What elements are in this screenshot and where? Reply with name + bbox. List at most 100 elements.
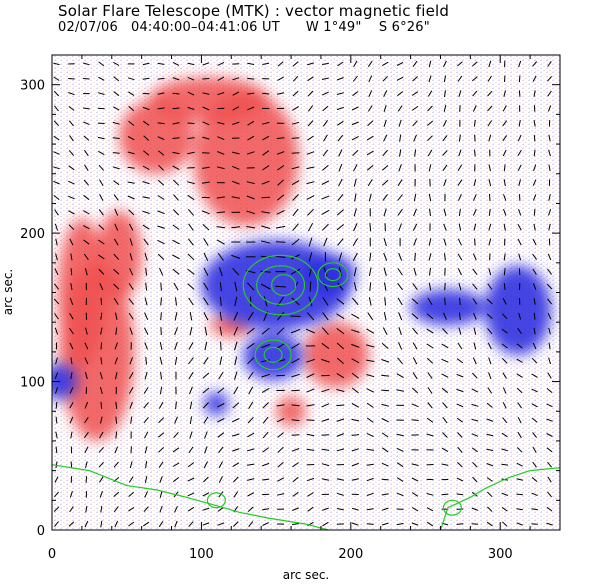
field-vector bbox=[260, 283, 271, 290]
field-vector bbox=[381, 493, 389, 496]
field-vector bbox=[291, 152, 300, 154]
field-vector bbox=[351, 448, 359, 452]
field-vector bbox=[112, 137, 120, 139]
field-vector bbox=[142, 196, 150, 199]
field-vector bbox=[457, 342, 463, 350]
field-vector bbox=[220, 341, 222, 351]
field-vector bbox=[322, 312, 329, 321]
field-vector bbox=[113, 238, 119, 246]
field-vector bbox=[367, 312, 374, 321]
field-vector bbox=[351, 434, 360, 436]
field-vector bbox=[113, 461, 119, 468]
field-vector bbox=[129, 357, 133, 365]
field-vector bbox=[396, 61, 404, 66]
field-vector bbox=[396, 373, 404, 379]
field-vector bbox=[233, 326, 239, 336]
field-vector bbox=[532, 253, 538, 260]
field-vector bbox=[307, 135, 314, 141]
field-vector bbox=[366, 150, 374, 156]
field-vector bbox=[144, 431, 149, 439]
field-vector bbox=[217, 417, 225, 423]
field-vector bbox=[336, 389, 345, 392]
field-vector bbox=[83, 62, 90, 66]
field-vector bbox=[202, 136, 210, 140]
field-vector bbox=[292, 523, 300, 525]
field-vector bbox=[175, 297, 177, 306]
field-vector bbox=[503, 164, 506, 172]
field-vector bbox=[533, 164, 537, 172]
field-vector bbox=[411, 492, 419, 497]
field-vector bbox=[547, 61, 552, 67]
field-vector bbox=[261, 211, 270, 214]
field-vector bbox=[99, 491, 103, 498]
field-vector bbox=[159, 490, 163, 498]
negative-region-1 bbox=[301, 253, 356, 296]
field-vector bbox=[99, 431, 104, 439]
field-vector bbox=[337, 61, 344, 67]
field-vector bbox=[426, 433, 434, 437]
field-vector bbox=[53, 90, 60, 97]
field-vector bbox=[412, 357, 418, 365]
field-vector bbox=[502, 521, 508, 527]
field-vector bbox=[70, 357, 73, 365]
field-vector bbox=[277, 432, 284, 438]
field-vector bbox=[337, 193, 344, 202]
field-vector bbox=[351, 329, 360, 333]
field-vector bbox=[85, 461, 88, 469]
field-vector bbox=[187, 62, 195, 66]
field-vector bbox=[307, 492, 314, 497]
field-vector bbox=[383, 208, 387, 217]
field-vector bbox=[247, 135, 255, 141]
field-vector bbox=[366, 359, 375, 362]
field-vector bbox=[501, 432, 508, 438]
field-vector bbox=[472, 476, 478, 483]
field-vector bbox=[383, 134, 388, 142]
field-vector bbox=[276, 493, 285, 496]
field-vector bbox=[321, 358, 330, 363]
field-vector bbox=[412, 372, 418, 380]
field-vector bbox=[517, 164, 522, 172]
field-vector bbox=[351, 387, 359, 394]
field-vector bbox=[172, 462, 180, 467]
field-vector bbox=[531, 508, 538, 511]
field-vector bbox=[100, 297, 103, 306]
field-vector bbox=[70, 253, 73, 261]
field-vector bbox=[518, 90, 521, 97]
field-vector bbox=[321, 91, 329, 96]
field-vector bbox=[472, 298, 478, 305]
field-vector bbox=[276, 404, 285, 407]
field-vector bbox=[54, 327, 59, 335]
contour-6 bbox=[263, 346, 283, 363]
field-vector bbox=[444, 253, 446, 261]
field-vector bbox=[336, 224, 345, 231]
y-tick-label: 0 bbox=[37, 524, 45, 539]
field-vector bbox=[144, 476, 148, 484]
field-vector bbox=[143, 521, 150, 527]
field-vector bbox=[352, 149, 359, 156]
field-vector bbox=[188, 297, 194, 306]
field-vector bbox=[174, 341, 178, 350]
field-vector bbox=[262, 447, 269, 453]
field-vector bbox=[115, 327, 118, 335]
field-vector bbox=[533, 120, 536, 127]
field-vector bbox=[55, 431, 58, 439]
field-vector bbox=[308, 237, 313, 247]
field-vector bbox=[382, 327, 388, 335]
field-vector bbox=[427, 402, 433, 409]
field-vector bbox=[219, 311, 222, 321]
field-vector bbox=[442, 402, 448, 409]
field-vector bbox=[369, 223, 372, 232]
field-vector bbox=[128, 105, 135, 112]
field-vector bbox=[68, 210, 75, 215]
field-vector bbox=[531, 492, 538, 497]
field-vector bbox=[262, 402, 269, 409]
contour-3 bbox=[317, 262, 349, 288]
field-vector bbox=[441, 373, 449, 378]
y-tick-label: 300 bbox=[20, 79, 45, 94]
field-vector bbox=[458, 149, 462, 157]
contour-0 bbox=[242, 254, 319, 316]
field-vector bbox=[548, 149, 551, 157]
field-vector bbox=[411, 403, 419, 408]
contour-2 bbox=[271, 274, 297, 297]
